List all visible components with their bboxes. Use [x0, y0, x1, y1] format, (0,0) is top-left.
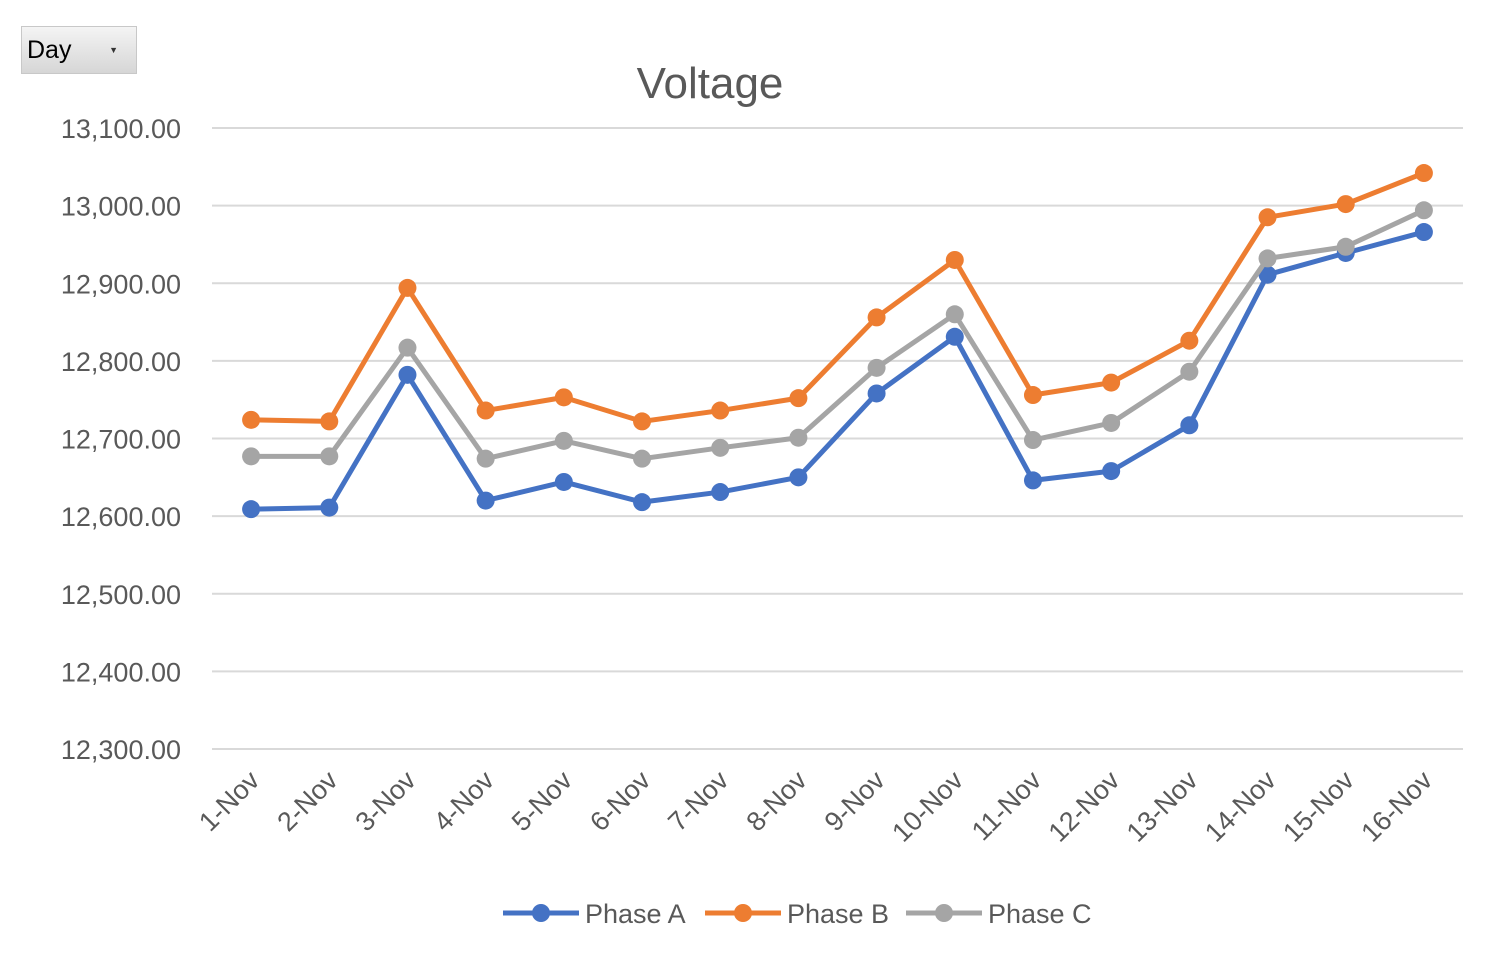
- legend-marker: [532, 904, 550, 922]
- x-tick-label: 14-Nov: [1199, 765, 1282, 848]
- data-point: [945, 250, 964, 269]
- legend-label: Phase B: [787, 899, 889, 929]
- data-point: [398, 278, 417, 297]
- data-point: [1180, 331, 1199, 350]
- data-point: [945, 327, 964, 346]
- y-tick-label: 12,900.00: [61, 269, 181, 299]
- data-point: [320, 447, 339, 466]
- series-2: [242, 164, 1433, 431]
- x-tick-label: 1-Nov: [193, 765, 265, 837]
- data-point: [1023, 431, 1042, 450]
- data-point: [554, 431, 573, 450]
- data-point: [320, 498, 339, 517]
- x-tick-label: 11-Nov: [966, 765, 1048, 847]
- legend-item: Phase B: [705, 899, 889, 929]
- series-3: [242, 201, 1433, 468]
- series-line: [248, 207, 1427, 462]
- data-point: [398, 338, 417, 357]
- y-tick-label: 12,400.00: [61, 657, 181, 687]
- data-point: [1258, 265, 1277, 284]
- legend-item: Phase C: [906, 899, 1092, 929]
- data-point: [1414, 164, 1433, 183]
- x-tick-label: 12-Nov: [1043, 765, 1126, 848]
- x-tick-label: 4-Nov: [428, 765, 500, 837]
- legend-item: Phase A: [503, 899, 686, 929]
- x-tick-label: 3-Nov: [350, 765, 422, 837]
- data-point: [554, 388, 573, 407]
- data-point: [476, 449, 495, 468]
- y-tick-label: 12,600.00: [61, 502, 181, 532]
- day-filter-dropdown[interactable]: Day ▼: [21, 26, 137, 74]
- series-line: [248, 170, 1427, 424]
- data-point: [1414, 201, 1433, 220]
- x-tick-label: 8-Nov: [741, 765, 813, 837]
- data-point: [867, 308, 886, 327]
- data-point: [867, 384, 886, 403]
- series-line: [248, 229, 1427, 512]
- data-point: [242, 500, 261, 519]
- data-point: [1414, 223, 1433, 242]
- data-point: [1102, 373, 1121, 392]
- data-point: [633, 449, 652, 468]
- data-point: [242, 447, 261, 466]
- data-point: [1336, 195, 1355, 214]
- x-tick-label: 16-Nov: [1355, 765, 1438, 848]
- y-tick-label: 13,000.00: [61, 192, 181, 222]
- x-tick-label: 15-Nov: [1277, 765, 1360, 848]
- y-tick-label: 12,700.00: [61, 425, 181, 455]
- y-tick-label: 12,300.00: [61, 735, 181, 765]
- data-point: [945, 305, 964, 324]
- x-tick-label: 13-Nov: [1121, 765, 1204, 848]
- data-point: [633, 493, 652, 512]
- data-point: [633, 412, 652, 431]
- data-point: [476, 491, 495, 510]
- x-tick-label: 9-Nov: [819, 765, 891, 837]
- data-point: [867, 358, 886, 377]
- day-filter-label: Day: [27, 35, 72, 64]
- data-point: [1102, 413, 1121, 432]
- data-point: [789, 428, 808, 447]
- data-point: [554, 472, 573, 491]
- y-tick-label: 12,500.00: [61, 580, 181, 610]
- data-point: [1023, 471, 1042, 490]
- data-point: [1258, 208, 1277, 227]
- data-point: [320, 412, 339, 431]
- y-tick-label: 13,100.00: [61, 114, 181, 144]
- x-tick-label: 6-Nov: [584, 765, 656, 837]
- legend-marker: [935, 904, 953, 922]
- data-point: [1180, 416, 1199, 435]
- data-point: [711, 438, 730, 457]
- series-1: [242, 223, 1433, 519]
- data-point: [1102, 462, 1121, 481]
- dropdown-arrow-icon: ▼: [109, 45, 118, 55]
- data-point: [1336, 237, 1355, 256]
- data-point: [476, 401, 495, 420]
- data-point: [1258, 249, 1277, 268]
- x-tick-label: 10-Nov: [886, 765, 969, 848]
- x-tick-label: 2-Nov: [271, 765, 343, 837]
- chart-title: Voltage: [637, 59, 784, 108]
- data-point: [398, 365, 417, 384]
- data-point: [789, 468, 808, 487]
- data-point: [242, 410, 261, 429]
- y-tick-label: 12,800.00: [61, 347, 181, 377]
- legend-label: Phase C: [988, 899, 1092, 929]
- data-point: [789, 389, 808, 408]
- data-point: [1023, 386, 1042, 405]
- data-point: [1180, 362, 1199, 381]
- legend-marker: [734, 904, 752, 922]
- x-tick-label: 7-Nov: [662, 765, 734, 837]
- data-point: [711, 483, 730, 502]
- x-tick-label: 5-Nov: [506, 765, 578, 837]
- data-point: [711, 401, 730, 420]
- legend-label: Phase A: [585, 899, 686, 929]
